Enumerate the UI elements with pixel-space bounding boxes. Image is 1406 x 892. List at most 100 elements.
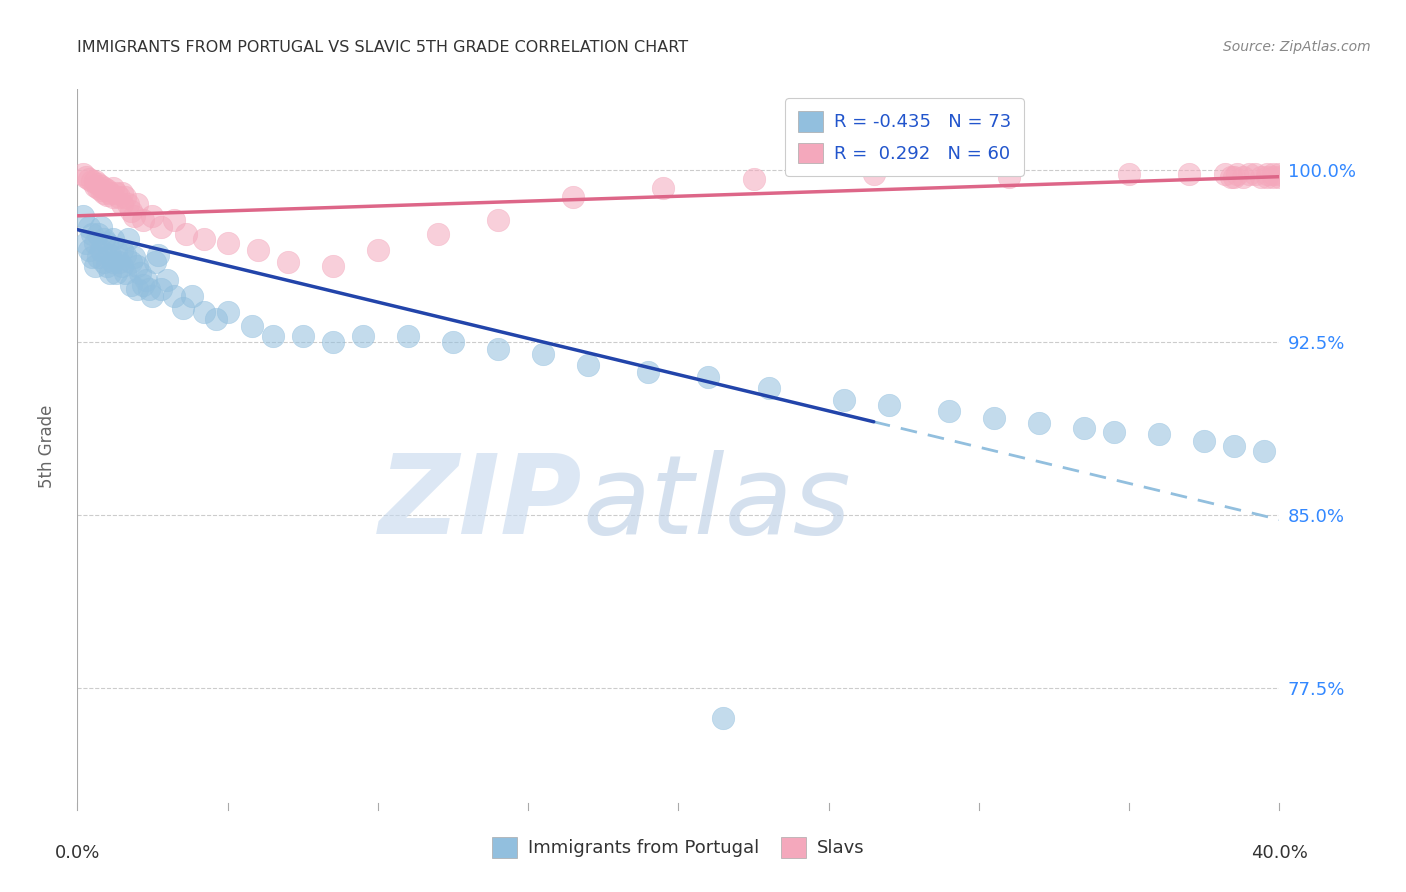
Point bbox=[117, 232, 139, 246]
Point bbox=[111, 260, 134, 274]
Point bbox=[1215, 167, 1237, 181]
Text: 5th Grade: 5th Grade bbox=[38, 404, 56, 488]
Point bbox=[427, 227, 450, 242]
Point bbox=[1268, 167, 1291, 181]
Point bbox=[127, 197, 149, 211]
Point bbox=[1178, 167, 1201, 181]
Point bbox=[998, 169, 1021, 184]
Point bbox=[396, 328, 419, 343]
Point bbox=[100, 186, 122, 200]
Text: 0.0%: 0.0% bbox=[55, 844, 100, 863]
Point bbox=[127, 260, 149, 274]
Text: IMMIGRANTS FROM PORTUGAL VS SLAVIC 5TH GRADE CORRELATION CHART: IMMIGRANTS FROM PORTUGAL VS SLAVIC 5TH G… bbox=[77, 40, 689, 55]
Point bbox=[562, 190, 585, 204]
Point bbox=[697, 370, 720, 384]
Point bbox=[79, 172, 101, 186]
Point bbox=[1268, 169, 1291, 184]
Point bbox=[93, 186, 115, 200]
Point bbox=[1028, 416, 1050, 430]
Point bbox=[240, 319, 263, 334]
Point bbox=[246, 244, 269, 258]
Point bbox=[138, 283, 160, 297]
Point bbox=[75, 169, 97, 184]
Point bbox=[90, 220, 112, 235]
Point bbox=[96, 184, 118, 198]
Point bbox=[75, 236, 97, 251]
Point bbox=[111, 186, 134, 200]
Point bbox=[82, 227, 104, 242]
Point bbox=[90, 244, 112, 258]
Point bbox=[217, 236, 239, 251]
Point bbox=[129, 266, 152, 280]
Point bbox=[531, 347, 554, 361]
Point bbox=[105, 266, 128, 280]
Point bbox=[1223, 169, 1246, 184]
Point bbox=[93, 181, 115, 195]
Point bbox=[441, 335, 464, 350]
Point bbox=[217, 305, 239, 319]
Point bbox=[150, 220, 173, 235]
Point bbox=[938, 404, 960, 418]
Point bbox=[1263, 169, 1285, 184]
Point bbox=[124, 209, 146, 223]
Point bbox=[742, 172, 765, 186]
Point bbox=[79, 220, 101, 235]
Point bbox=[486, 343, 509, 357]
Point bbox=[135, 273, 157, 287]
Point bbox=[103, 255, 125, 269]
Point bbox=[352, 328, 374, 343]
Point bbox=[1220, 169, 1243, 184]
Point bbox=[120, 204, 142, 219]
Point bbox=[1194, 434, 1216, 449]
Point bbox=[100, 266, 122, 280]
Point bbox=[291, 328, 314, 343]
Point bbox=[1244, 167, 1267, 181]
Point bbox=[148, 248, 170, 262]
Point bbox=[96, 236, 118, 251]
Text: ZIP: ZIP bbox=[378, 450, 582, 557]
Point bbox=[832, 392, 855, 407]
Point bbox=[87, 250, 110, 264]
Point bbox=[486, 213, 509, 227]
Point bbox=[1256, 167, 1278, 181]
Point bbox=[96, 188, 118, 202]
Point bbox=[132, 213, 155, 227]
Point bbox=[108, 190, 131, 204]
Point bbox=[84, 236, 107, 251]
Point bbox=[1263, 167, 1285, 181]
Point bbox=[652, 181, 675, 195]
Point bbox=[96, 260, 118, 274]
Point bbox=[367, 244, 389, 258]
Point bbox=[72, 209, 94, 223]
Point bbox=[93, 255, 115, 269]
Point bbox=[1253, 443, 1275, 458]
Point bbox=[1118, 167, 1140, 181]
Point bbox=[576, 359, 599, 373]
Point bbox=[1073, 420, 1095, 434]
Point bbox=[114, 248, 136, 262]
Point bbox=[84, 178, 107, 193]
Point bbox=[162, 289, 184, 303]
Point bbox=[141, 209, 163, 223]
Text: atlas: atlas bbox=[582, 450, 851, 557]
Point bbox=[105, 244, 128, 258]
Point bbox=[100, 248, 122, 262]
Point bbox=[108, 255, 131, 269]
Point bbox=[103, 181, 125, 195]
Point bbox=[174, 227, 197, 242]
Point bbox=[1256, 169, 1278, 184]
Point bbox=[713, 711, 735, 725]
Point bbox=[156, 273, 179, 287]
Point bbox=[180, 289, 202, 303]
Point bbox=[204, 312, 226, 326]
Text: 40.0%: 40.0% bbox=[1251, 844, 1308, 863]
Point bbox=[120, 277, 142, 292]
Point bbox=[162, 213, 184, 227]
Point bbox=[132, 277, 155, 292]
Point bbox=[145, 255, 167, 269]
Point bbox=[322, 335, 344, 350]
Point bbox=[124, 250, 146, 264]
Point bbox=[877, 398, 900, 412]
Point bbox=[1223, 439, 1246, 453]
Point bbox=[111, 244, 134, 258]
